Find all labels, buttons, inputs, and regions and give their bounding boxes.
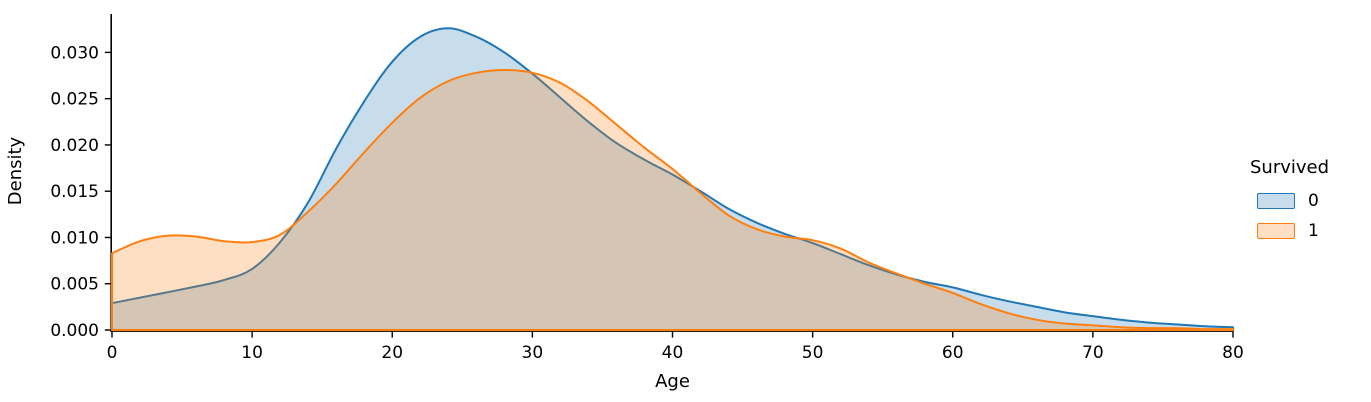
legend-label-survived-0: 0 (1308, 191, 1319, 211)
x-tick-label: 30 (522, 343, 544, 363)
y-tick-label: 0.010 (50, 228, 99, 248)
y-axis-label: Density (5, 136, 26, 205)
kde-area-survived-0 (111, 27, 1234, 331)
y-tick-label: 0.000 (50, 321, 99, 341)
x-axis-label: Age (655, 371, 690, 392)
legend-item-survived-0: 0 (1250, 186, 1326, 216)
legend-title: Survived (1250, 157, 1330, 178)
x-tick-label: 0 (107, 343, 118, 363)
legend-swatch-survived-0-icon (1257, 193, 1295, 209)
y-tick-label: 0.005 (50, 275, 99, 295)
legend-item-survived-1: 1 (1250, 216, 1326, 246)
x-tick-label: 80 (1222, 343, 1244, 363)
x-tick-label: 10 (241, 343, 263, 363)
legend: Survived 0 1 (1250, 157, 1330, 246)
y-tick-label: 0.015 (50, 182, 99, 202)
legend-swatch-survived-1-icon (1257, 223, 1295, 239)
x-tick-label: 50 (802, 343, 824, 363)
y-tick-label: 0.025 (50, 90, 99, 110)
x-tick-label: 70 (1082, 343, 1104, 363)
legend-label-survived-1: 1 (1308, 221, 1319, 241)
x-tick-label: 40 (662, 343, 684, 363)
x-tick-label: 20 (381, 343, 403, 363)
x-tick-label: 60 (942, 343, 964, 363)
kde-area-survived-1 (111, 69, 1234, 331)
y-tick-label: 0.020 (50, 136, 99, 156)
y-tick-label: 0.030 (50, 43, 99, 63)
